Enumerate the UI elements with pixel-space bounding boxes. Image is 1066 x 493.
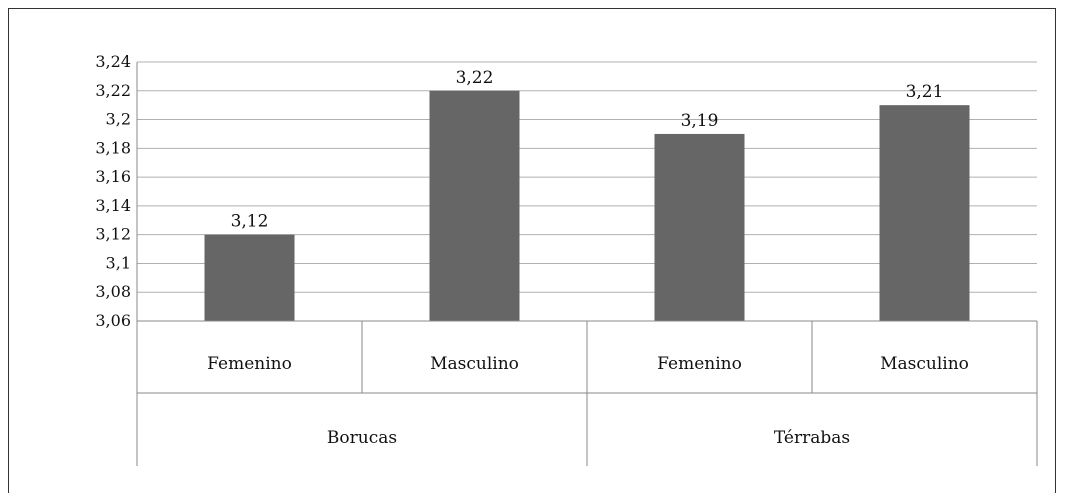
chart-frame [8,8,1056,493]
category-label: Femenino [207,354,292,374]
bar [654,133,745,321]
data-label: 3,19 [681,111,719,131]
category-label: Femenino [657,354,742,374]
bar [429,90,520,322]
bar [204,234,295,321]
y-tick-label: 3,12 [95,225,131,244]
y-tick-label: 3,24 [95,52,131,71]
data-label: 3,22 [456,68,494,88]
bar [879,105,970,322]
category-label: Masculino [880,354,969,374]
y-tick-label: 3,18 [95,138,131,157]
y-tick-label: 3,06 [95,311,131,330]
y-tick-label: 3,14 [95,196,131,215]
y-tick-label: 3,22 [95,81,131,100]
group-label: Borucas [327,428,397,448]
category-label: Masculino [430,354,519,374]
group-label: Térrabas [774,428,850,448]
data-label: 3,12 [231,212,269,232]
y-tick-label: 3,16 [95,167,131,186]
y-tick-label: 3,2 [106,110,131,129]
data-label: 3,21 [906,82,944,102]
y-tick-label: 3,1 [106,253,131,272]
y-tick-label: 3,08 [95,282,131,301]
